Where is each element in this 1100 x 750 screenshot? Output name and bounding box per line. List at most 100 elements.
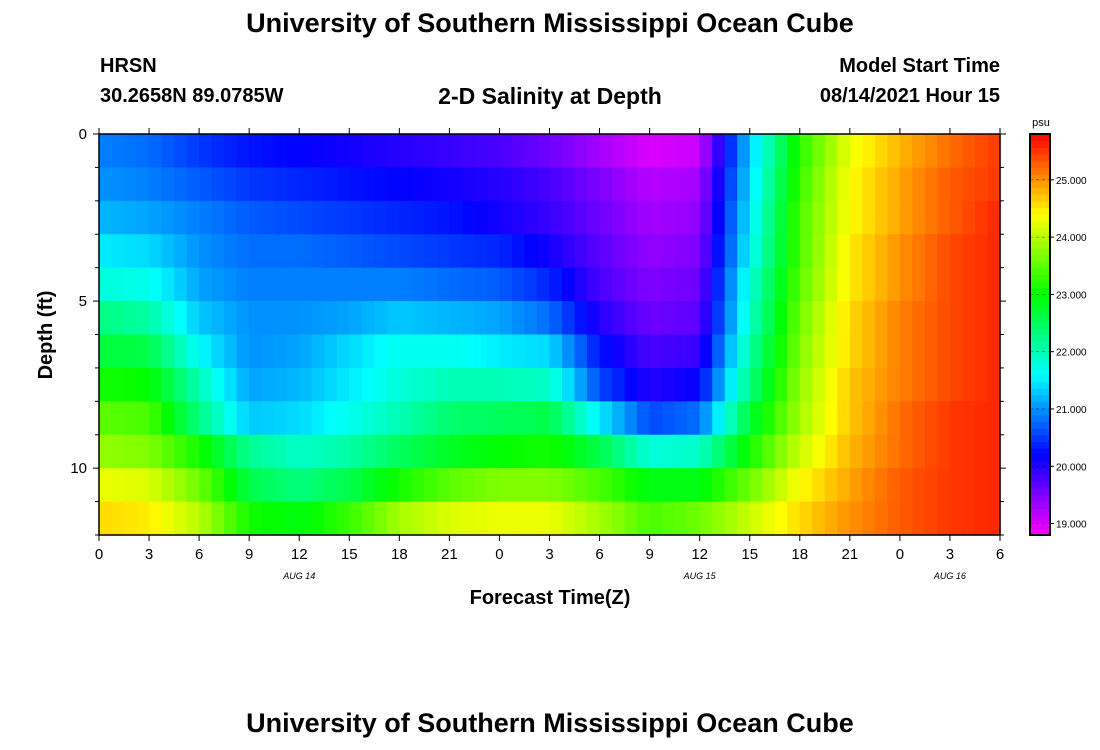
heatmap-cell <box>949 334 964 369</box>
heatmap-cell <box>349 468 363 503</box>
heatmap-cell <box>136 301 150 336</box>
heatmap-cell <box>662 134 676 169</box>
heatmap-cell <box>161 434 175 469</box>
heatmap-cell <box>486 434 501 469</box>
heatmap-cell <box>124 468 138 503</box>
heatmap-cell <box>987 167 1001 202</box>
heatmap-cell <box>261 234 275 269</box>
heatmap-cell <box>712 134 726 169</box>
heatmap-cell <box>461 367 476 402</box>
heatmap-cell <box>411 234 425 269</box>
heatmap-cell <box>862 468 876 503</box>
heatmap-cell <box>124 401 138 436</box>
colorbar-swatch <box>1030 367 1050 376</box>
colorbar-swatch <box>1030 441 1050 449</box>
colorbar-tick-label: 25.000 <box>1056 176 1087 187</box>
heatmap-cell <box>524 234 538 269</box>
heatmap-cell <box>824 468 838 503</box>
heatmap-cell <box>674 501 688 536</box>
heatmap-cell <box>824 401 838 436</box>
heatmap-cell <box>336 401 350 436</box>
heatmap-cell <box>424 267 438 302</box>
heatmap-cell <box>311 134 325 169</box>
heatmap-cell <box>474 367 488 402</box>
heatmap-cell <box>374 434 388 469</box>
heatmap-cell <box>249 134 263 169</box>
heatmap-cell <box>299 134 313 169</box>
heatmap-cell <box>474 301 488 336</box>
heatmap-cell <box>411 200 425 235</box>
heatmap-cell <box>587 301 601 336</box>
heatmap-cell <box>949 367 964 402</box>
heatmap-cell <box>662 434 676 469</box>
heatmap-cell <box>311 301 325 336</box>
heatmap-cell <box>637 167 651 202</box>
heatmap-cell <box>174 301 188 336</box>
heatmap-cell <box>774 401 788 436</box>
heatmap-cell <box>461 134 476 169</box>
heatmap-cell <box>536 501 551 536</box>
heatmap-cell <box>124 267 138 302</box>
heatmap-cell <box>411 301 425 336</box>
heatmap-cell <box>349 301 363 336</box>
heatmap-cell <box>336 234 350 269</box>
heatmap-cell <box>224 401 238 436</box>
heatmap-cell <box>136 200 150 235</box>
heatmap-cell <box>436 434 450 469</box>
heatmap-cell <box>274 334 288 369</box>
colorbar-swatch <box>1030 334 1050 342</box>
colorbar-swatch <box>1030 347 1050 356</box>
heatmap-cell <box>599 468 613 503</box>
heatmap-cell <box>449 367 463 402</box>
x-tick-label: 21 <box>841 546 858 563</box>
heatmap-cell <box>386 367 400 402</box>
heatmap-cell <box>887 134 901 169</box>
heatmap-cell <box>824 334 838 369</box>
heatmap-cell <box>624 267 638 302</box>
heatmap-cell <box>824 367 838 402</box>
station-name: HRSN <box>100 55 157 77</box>
heatmap-cell <box>699 334 713 369</box>
heatmap-cell <box>136 167 150 202</box>
heatmap-cell <box>436 301 450 336</box>
heatmap-cell <box>687 301 701 336</box>
heatmap-cell <box>474 167 488 202</box>
heatmap-cell <box>962 167 976 202</box>
heatmap-cell <box>474 200 488 235</box>
heatmap-cell <box>862 134 876 169</box>
heatmap-cell <box>837 134 851 169</box>
heatmap-cell <box>662 334 676 369</box>
heatmap-cell <box>111 301 125 336</box>
heatmap-cell <box>399 468 413 503</box>
heatmap-cell <box>161 501 175 536</box>
colorbar-swatch <box>1030 448 1050 456</box>
heatmap-cell <box>849 267 863 302</box>
heatmap-cell <box>486 134 501 169</box>
heatmap-cell <box>324 200 338 235</box>
colorbar-swatch <box>1030 160 1050 169</box>
heatmap-cell <box>724 200 738 235</box>
heatmap-cell <box>637 234 651 269</box>
colorbar-swatch <box>1030 434 1050 443</box>
heatmap-cell <box>612 434 626 469</box>
heatmap-cell <box>799 200 813 235</box>
heatmap-cell <box>174 501 188 536</box>
heatmap-cell <box>436 134 450 169</box>
heatmap-cell <box>562 434 576 469</box>
heatmap-cell <box>774 468 788 503</box>
heatmap-cell <box>411 267 425 302</box>
heatmap-cell <box>274 501 288 536</box>
colorbar-swatch <box>1030 227 1050 235</box>
heatmap-cell <box>662 501 676 536</box>
colorbar-swatch <box>1030 167 1050 175</box>
x-tick-label: 12 <box>691 546 708 563</box>
heatmap-cell <box>186 301 200 336</box>
heatmap-cell <box>336 200 350 235</box>
heatmap-cell <box>899 267 913 302</box>
heatmap-cell <box>474 267 488 302</box>
heatmap-cell <box>824 134 838 169</box>
heatmap-cell <box>962 134 976 169</box>
heatmap-cell <box>111 367 125 402</box>
colorbar-swatch <box>1030 214 1050 222</box>
